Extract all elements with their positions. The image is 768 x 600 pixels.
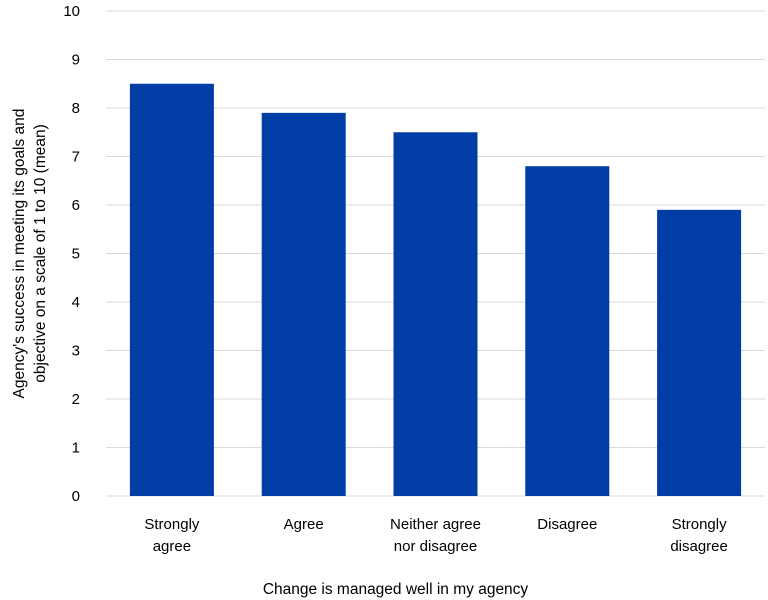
y-tick-label: 2	[72, 391, 80, 408]
x-category-label: Neither agree nor disagree	[390, 516, 481, 555]
bar	[129, 83, 214, 496]
y-tick-label: 8	[72, 100, 80, 117]
x-axis-title: Change is managed well in my agency	[263, 581, 529, 598]
bar	[657, 209, 742, 496]
y-tick-label: 7	[72, 149, 80, 166]
y-tick-label: 1	[72, 440, 80, 457]
x-category-label: Disagree	[537, 516, 597, 533]
y-tick-label: 9	[72, 52, 80, 69]
bar	[261, 112, 346, 496]
y-tick-label: 6	[72, 197, 80, 214]
y-axis-title: Agency's success in meeting its goals an…	[11, 109, 49, 399]
y-tick-label: 10	[63, 3, 80, 20]
x-category-label: Strongly disagree	[670, 516, 728, 555]
x-category-label: Agree	[284, 516, 324, 533]
bar	[525, 166, 610, 496]
y-tick-label: 0	[72, 488, 80, 505]
y-tick-label: 5	[72, 246, 80, 263]
bar	[393, 132, 478, 496]
y-axis-ticks: 0 1 2 3 4 5 6 7 8 9 10	[63, 3, 80, 505]
bars	[129, 83, 742, 496]
x-axis-categories: Strongly agree Agree Neither agree nor disag…	[144, 516, 727, 555]
y-tick-label: 4	[72, 294, 80, 311]
x-category-label: Strongly agree	[144, 516, 200, 555]
y-tick-label: 3	[72, 343, 80, 360]
